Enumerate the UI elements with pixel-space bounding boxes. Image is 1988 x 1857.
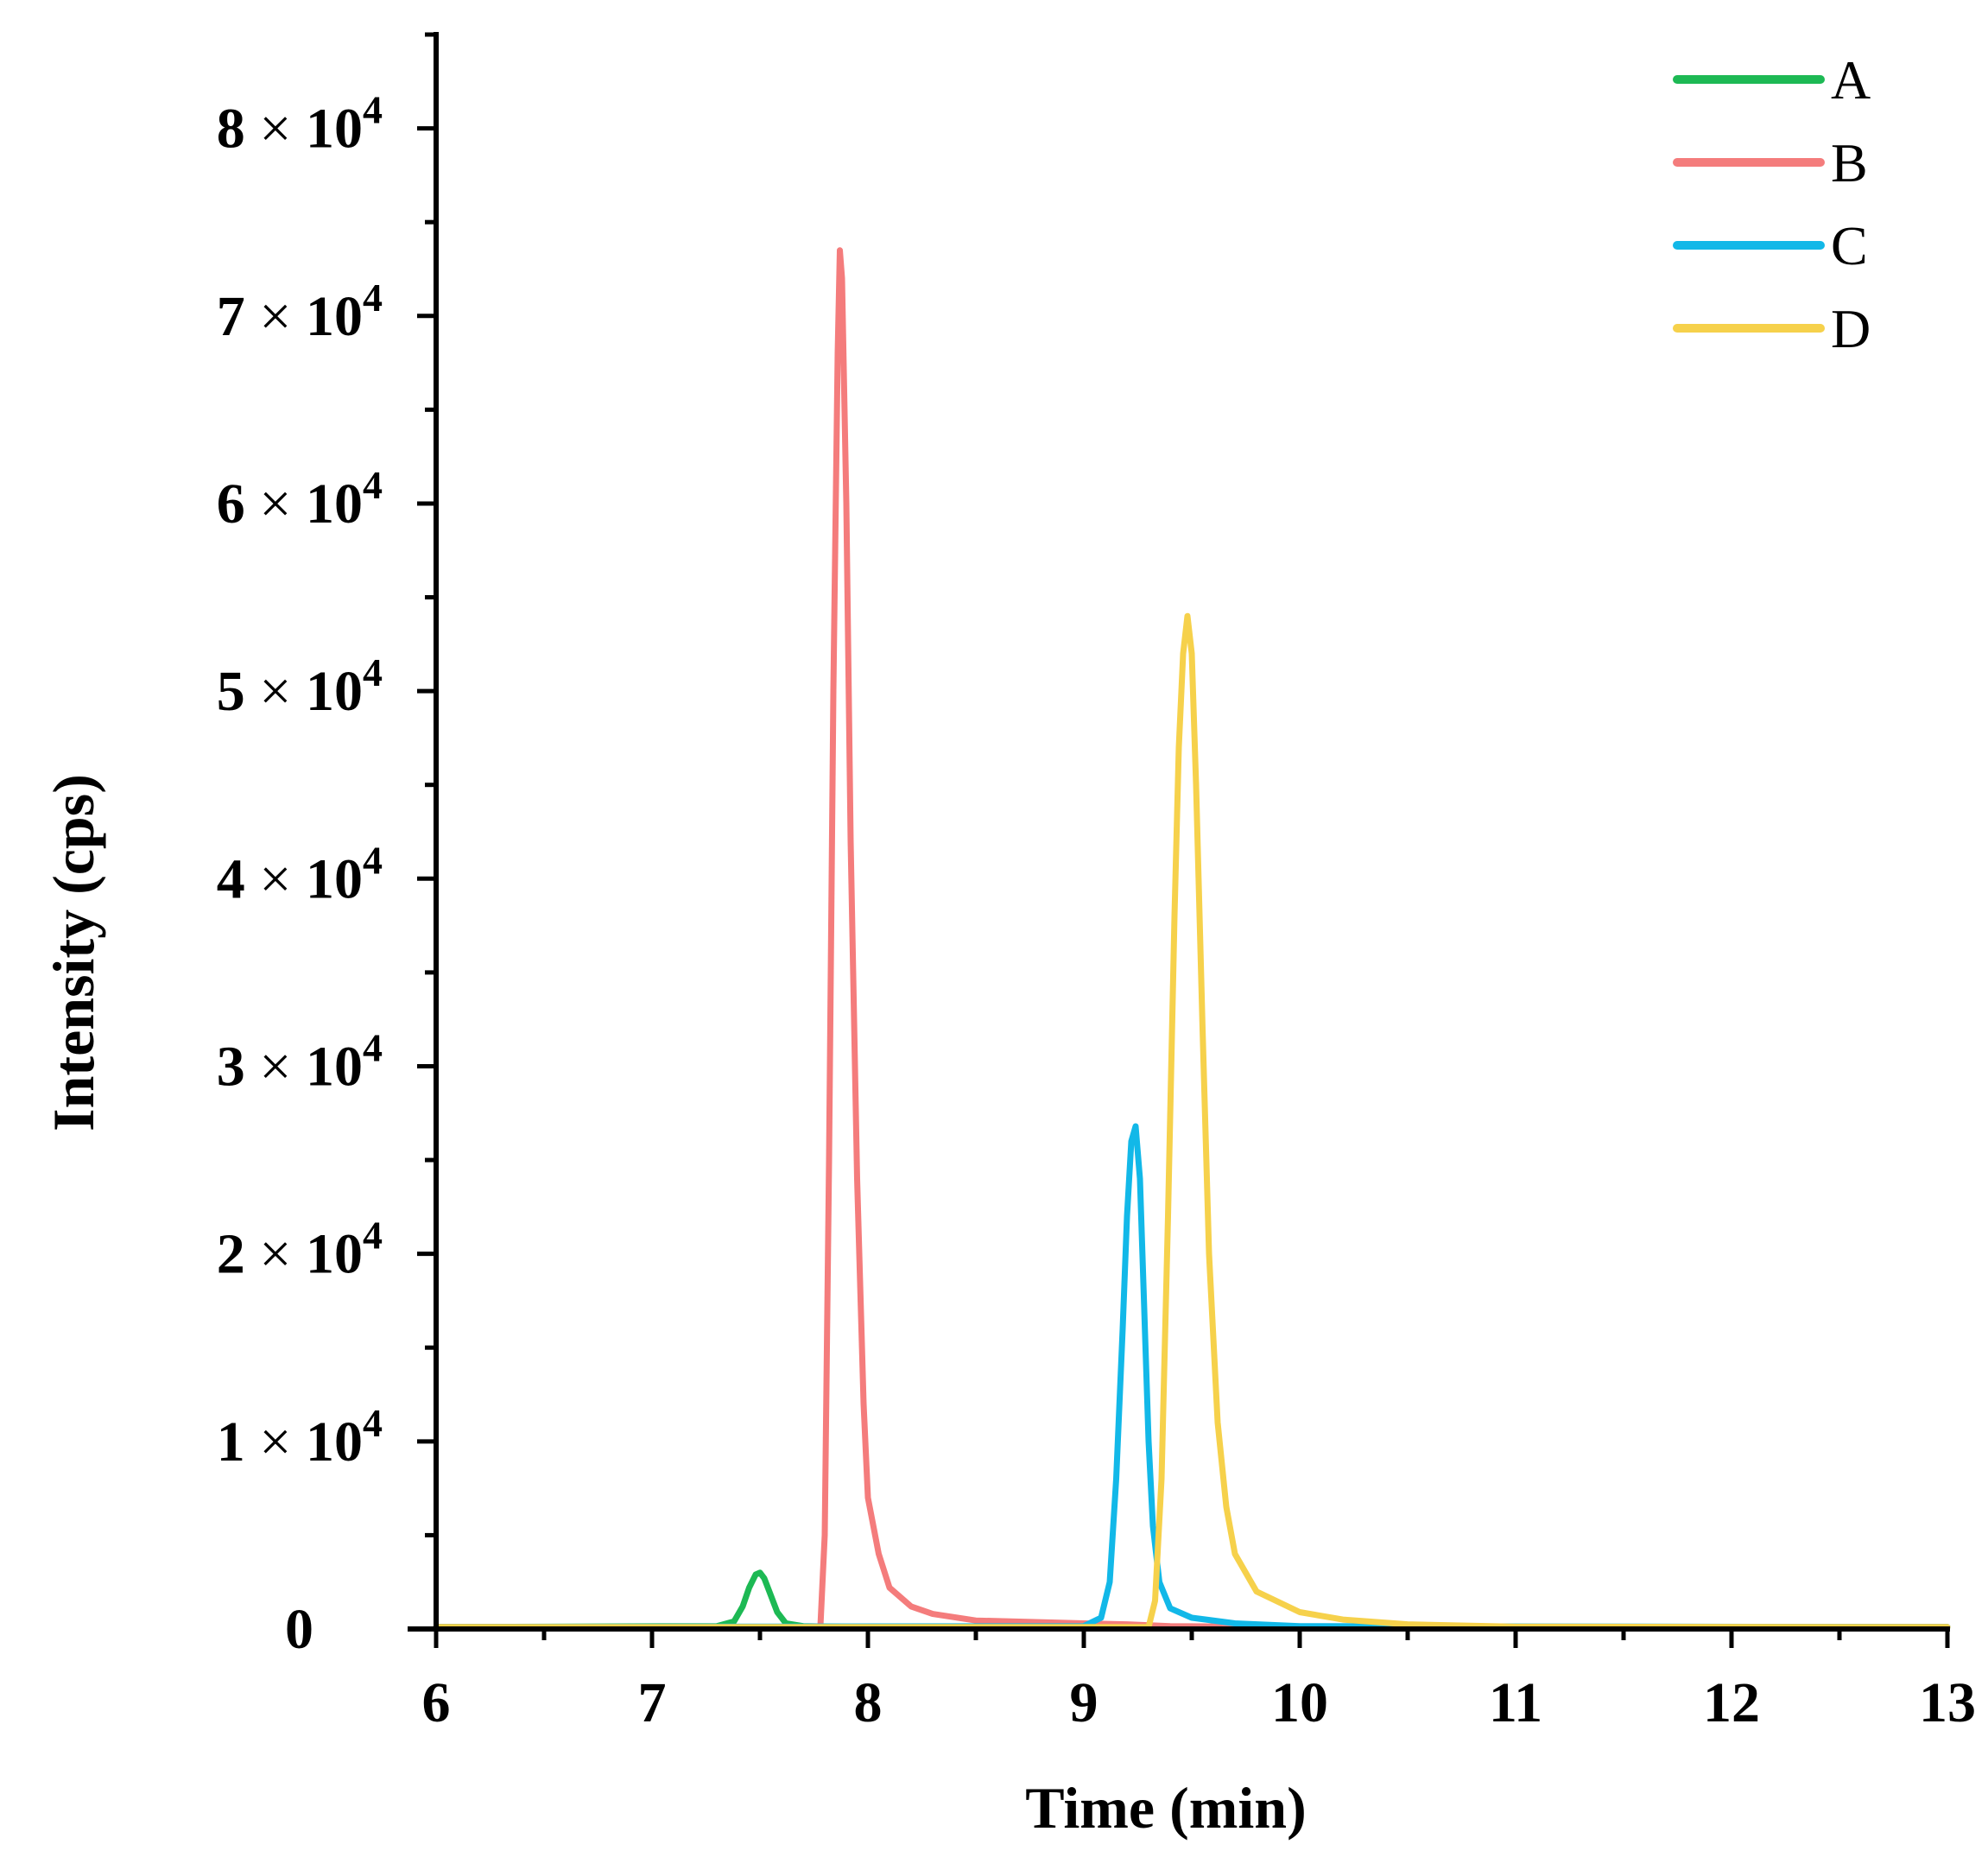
series-layer xyxy=(433,247,1951,1631)
x-tick-labels: 6 7 8 9 10 11 12 13 xyxy=(422,1671,1977,1734)
axes-layer: 6 7 8 9 10 11 12 13 0 1 × 104 2 × 104 3 × 104 4 × 1… xyxy=(217,32,1977,1734)
x-ticks xyxy=(434,1629,1950,1648)
series-line-b xyxy=(433,247,1951,1631)
x-tick-label: 6 xyxy=(422,1671,451,1734)
y-axis-title: Intensity (cps) xyxy=(41,774,106,1131)
series-line-c xyxy=(433,1123,1951,1631)
y-tick-label: 7 × 104 xyxy=(217,276,383,348)
y-tick-label: 8 × 104 xyxy=(217,88,383,161)
y-tick-labels: 0 1 × 104 2 × 104 3 × 104 4 × 104 5 × 104 6 × … xyxy=(217,88,383,1661)
y-tick-label: 2 × 104 xyxy=(217,1214,383,1286)
y-tick-label: 5 × 104 xyxy=(217,650,383,723)
legend-label-d: D xyxy=(1831,298,1871,359)
y-tick-label: 3 × 104 xyxy=(217,1025,383,1098)
y-tick-label: 4 × 104 xyxy=(217,838,383,910)
legend-label-c: C xyxy=(1831,215,1868,276)
x-tick-label: 11 xyxy=(1489,1671,1542,1734)
series-line-d xyxy=(433,612,1951,1631)
x-tick-label: 12 xyxy=(1703,1671,1760,1734)
x-tick-label: 10 xyxy=(1271,1671,1328,1734)
legend-label-a: A xyxy=(1831,49,1871,111)
legend-label-b: B xyxy=(1831,132,1868,193)
x-tick-label: 7 xyxy=(638,1671,667,1734)
x-tick-label: 13 xyxy=(1919,1671,1976,1734)
x-axis-title: Time (min) xyxy=(1025,1775,1307,1841)
y-tick-label: 1 × 104 xyxy=(217,1401,383,1474)
y-ticks xyxy=(417,32,436,1632)
y-tick-label: 6 × 104 xyxy=(217,463,383,536)
y-tick-label: 0 xyxy=(285,1598,313,1661)
x-tick-label: 8 xyxy=(854,1671,883,1734)
x-tick-label: 9 xyxy=(1070,1671,1098,1734)
